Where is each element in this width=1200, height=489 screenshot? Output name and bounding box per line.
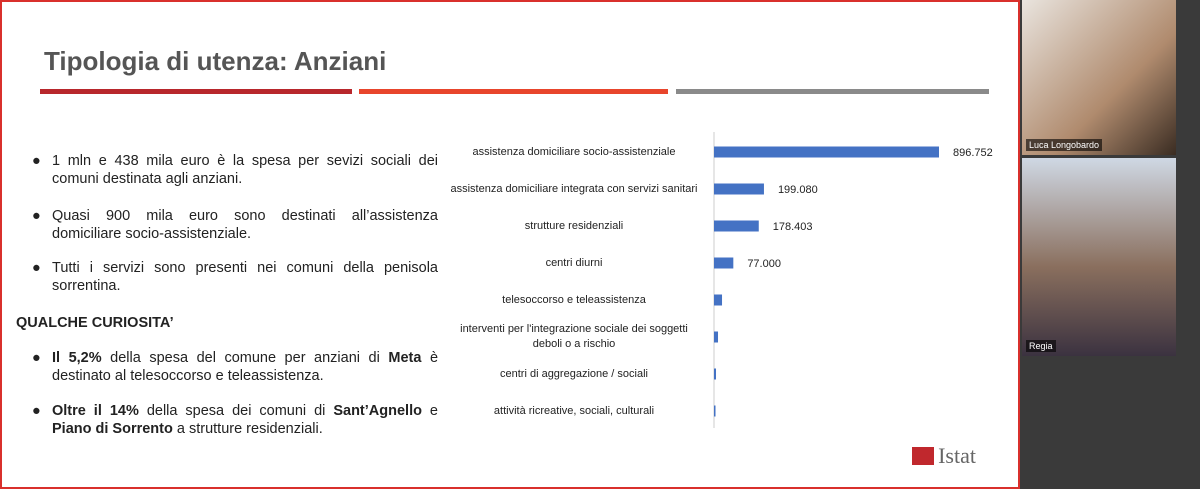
bullet-dot: ●: [32, 350, 41, 366]
category-label: interventi per l'integrazione sociale de…: [460, 323, 688, 350]
bar: [714, 405, 716, 417]
value-label: 178.403: [773, 221, 813, 233]
category-label: centri di aggregazione / sociali: [500, 367, 648, 380]
video-tile: Luca Longobardo: [1022, 0, 1176, 155]
slide-title: Tipologia di utenza: Anziani: [44, 46, 387, 76]
text-run: della spesa dei comuni di: [138, 403, 334, 419]
bar: [714, 146, 939, 158]
text-run: a strutture residenziali.: [172, 421, 323, 437]
text-run: Oltre il 14%: [52, 403, 139, 419]
category-label: telesoccorso e teleassistenza: [502, 293, 646, 306]
category-label: attività ricreative, sociali, culturali: [493, 404, 655, 417]
bullet-dot: ●: [32, 208, 41, 224]
bullet: ● Quasi 900 mila euro sono destinati all’…: [32, 207, 438, 243]
rule: [676, 89, 989, 94]
rule: [40, 89, 352, 94]
logo: Istat: [912, 443, 976, 469]
bullet: ● Tutti i servizi sono presenti nei comun…: [32, 259, 438, 295]
bullet: ● 1 mln e 438 mila euro è la spesa per se…: [32, 152, 438, 188]
bar: [714, 331, 719, 343]
bullet-text: Quasi 900 mila euro sono destinati all’a…: [52, 208, 438, 242]
rule: [359, 89, 668, 94]
bullet-dot: ●: [32, 403, 41, 419]
video-tile: Regia: [1022, 158, 1176, 356]
text-run: Meta: [388, 350, 422, 366]
bullet-dot: ●: [32, 153, 41, 169]
category-label: centri diurni: [545, 256, 603, 269]
text-run: e: [421, 403, 438, 419]
value-label: 199.080: [778, 184, 818, 196]
text-run: Piano di Sorrento: [52, 421, 173, 437]
slide: Tipologia di utenza: Anziani QUALCHE CUR…: [0, 0, 1020, 489]
bullet-dot: ●: [32, 260, 41, 276]
bar: [714, 368, 717, 380]
bullet: ● Oltre il 14% della spesa dei comuni di …: [32, 402, 438, 438]
heading: QUALCHE CURIOSITA’: [16, 315, 174, 331]
value-label: 77.000: [747, 258, 781, 270]
category-label: assistenza domiciliare integrata con ser…: [450, 182, 698, 195]
value-label: 896.752: [953, 147, 993, 159]
text-run: Il 5,2%: [52, 350, 102, 366]
participant-name: Regia: [1026, 340, 1056, 352]
bullet-text: Oltre il 14% della spesa dei comuni di S…: [52, 402, 438, 438]
bar: [714, 257, 734, 269]
bullet-text: Tutti i servizi sono presenti nei comuni…: [52, 260, 438, 294]
logo-text: Istat: [938, 443, 976, 468]
bullet: ● Il 5,2% della spesa del comune per anzi…: [32, 349, 438, 385]
bar: [714, 294, 723, 306]
bar: [714, 183, 764, 195]
chart: 896.752 199.080 178.403 77.000: [713, 132, 993, 428]
text-run: Sant’Agnello: [333, 403, 422, 419]
bullet-text: Il 5,2% della spesa del comune per anzia…: [52, 349, 438, 385]
category-label: strutture residenziali: [524, 219, 624, 232]
participant-name: Luca Longobardo: [1026, 139, 1103, 151]
text-run: è destinato al telesoccorso e teleassist…: [52, 350, 439, 384]
bullet-text: 1 mln e 438 mila euro è la spesa per sev…: [52, 153, 438, 187]
text-run: della spesa del comune per anziani di: [101, 350, 389, 366]
category-label: assistenza domiciliare socio-assistenzia…: [472, 145, 676, 158]
bar: [714, 220, 759, 232]
